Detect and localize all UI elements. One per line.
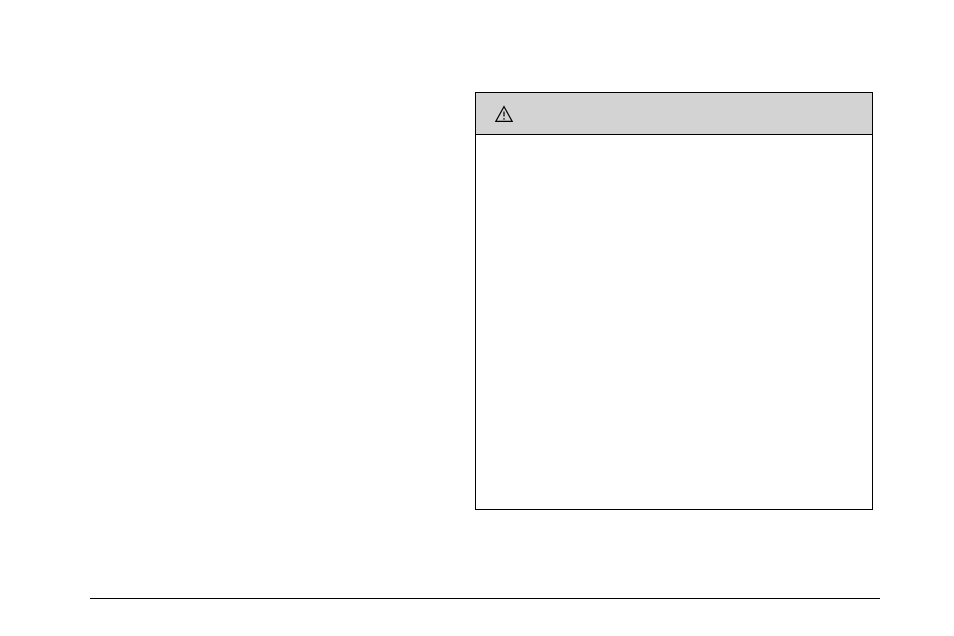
page-divider <box>90 598 880 599</box>
warning-body <box>476 135 872 509</box>
warning-header <box>476 93 872 135</box>
warning-icon <box>494 105 514 123</box>
warning-panel <box>475 92 873 510</box>
